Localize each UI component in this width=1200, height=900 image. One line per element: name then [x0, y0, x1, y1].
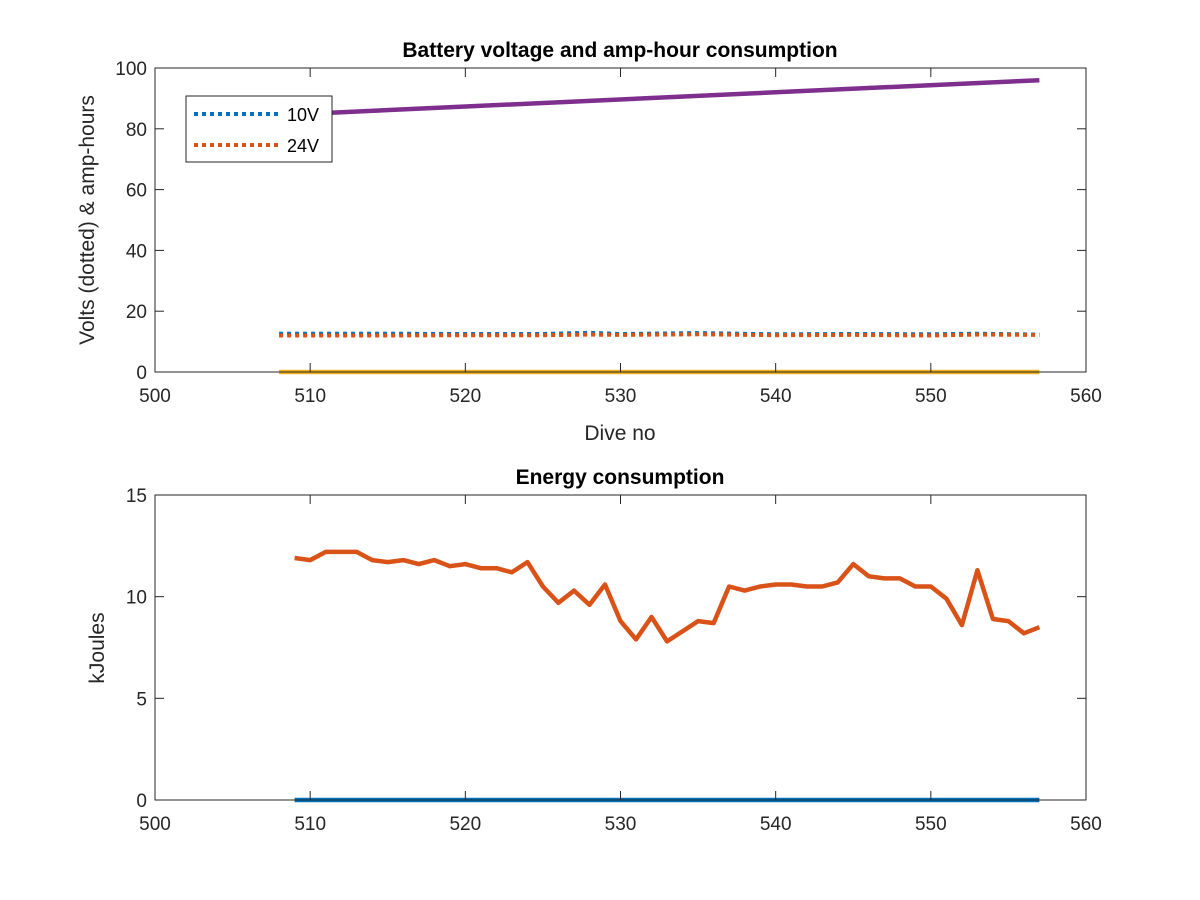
chart2-xtick-label: 530	[605, 814, 637, 835]
chart1-ytick-label: 60	[126, 181, 147, 202]
chart2-xtick-label: 550	[915, 814, 947, 835]
chart1-ylabel: Volts (dotted) & amp-hours	[76, 95, 99, 345]
chart2-xtick-label: 540	[760, 814, 792, 835]
battery-voltage-chart: Battery voltage and amp-hour consumption…	[76, 39, 1102, 445]
chart2-xtick-label: 500	[139, 814, 171, 835]
chart1-series-3	[278, 77, 1040, 118]
legend-label-24v: 24V	[287, 136, 319, 156]
chart1-series-24v	[279, 332, 1040, 338]
chart2-xtick-label: 510	[294, 814, 326, 835]
chart2-ytick-label: 5	[136, 689, 147, 710]
chart1-xtick-label: 560	[1070, 386, 1102, 407]
chart2-series-0	[294, 549, 1041, 644]
chart2-ytick-label: 10	[126, 588, 147, 609]
energy-consumption-chart: Energy consumption 500 510 520 530 540 550 560…	[86, 466, 1102, 835]
chart1-xtick-label: 500	[139, 386, 171, 407]
chart2-xtick-label: 560	[1070, 814, 1102, 835]
legend-label-10v: 10V	[287, 105, 319, 125]
chart1-ytick-label: 80	[126, 120, 147, 141]
chart1-xlabel: Dive no	[584, 422, 655, 445]
chart1-xtick-label: 530	[605, 386, 637, 407]
chart1-ytick-label: 20	[126, 302, 147, 323]
chart1-title: Battery voltage and amp-hour consumption	[402, 39, 837, 62]
chart1-ytick-label: 0	[136, 363, 147, 384]
chart2-ylabel: kJoules	[86, 612, 109, 683]
chart1-xtick-label: 510	[294, 386, 326, 407]
chart2-title: Energy consumption	[516, 466, 725, 489]
chart1-ticks: 500 510 520 530 540 550 560 0 20 40 60 80 100	[115, 59, 1102, 407]
chart1-xtick-label: 550	[915, 386, 947, 407]
chart2-xtick-label: 520	[449, 814, 481, 835]
chart2-ytick-label: 0	[136, 791, 147, 812]
chart2-ytick-label: 15	[126, 486, 147, 507]
chart1-ytick-label: 100	[115, 59, 147, 80]
chart1-xtick-label: 520	[449, 386, 481, 407]
chart1-legend: 10V 24V	[185, 95, 333, 163]
legend-box	[185, 95, 333, 163]
chart1-ytick-label: 40	[126, 241, 147, 262]
chart1-xtick-label: 540	[760, 386, 792, 407]
